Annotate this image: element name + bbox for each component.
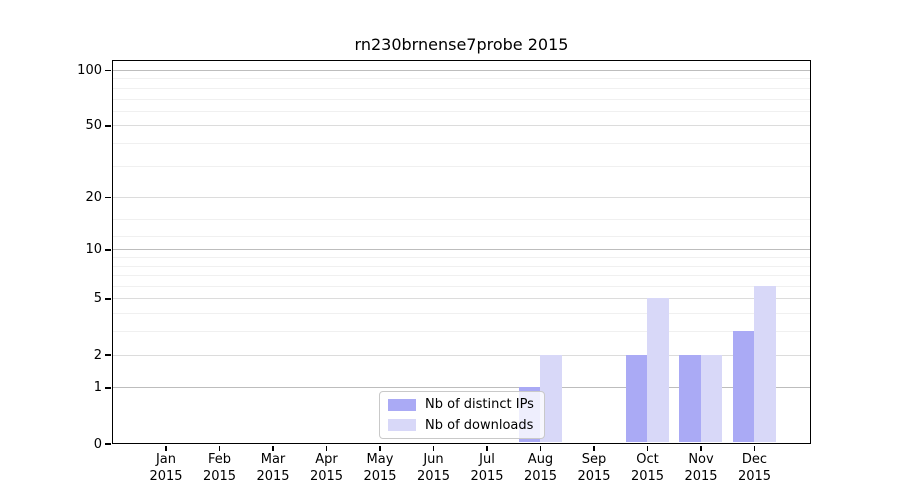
x-tick-label-aug: Aug 2015: [523, 452, 558, 484]
gridline-minor: [113, 142, 810, 144]
gridlines-layer: [113, 61, 810, 443]
gridline-minor: [113, 331, 810, 333]
y-tick-1: [105, 387, 111, 389]
y-tick-10: [105, 249, 111, 251]
x-tick-oct: [646, 445, 649, 451]
legend-swatch-downloads: [388, 419, 416, 432]
legend-swatch-distinct-ips: [388, 398, 416, 411]
gridline-50: [113, 125, 810, 127]
gridline-minor: [113, 219, 810, 221]
y-tick-label-20: 20: [85, 190, 102, 206]
gridline-minor: [113, 78, 810, 80]
legend-label-distinct-ips: Nb of distinct IPs: [425, 397, 534, 413]
y-tick-50: [105, 125, 111, 127]
gridline-minor: [113, 313, 810, 315]
bar-distinct-ips-dec: [732, 331, 754, 442]
y-tick-100: [105, 69, 111, 72]
y-tick-label-1: 1: [93, 380, 102, 396]
x-tick-label-jan: Jan 2015: [149, 452, 183, 484]
legend-item-downloads: Nb of downloads: [388, 417, 536, 435]
chart-title: rn230brnense7probe 2015: [354, 35, 569, 54]
x-tick-label-mar: Mar 2015: [256, 452, 290, 484]
bar-downloads-oct: [647, 298, 669, 442]
x-tick-label-feb: Feb 2015: [202, 452, 237, 484]
x-tick-jul: [486, 445, 488, 451]
x-tick-jan: [165, 445, 167, 451]
gridline-5: [113, 298, 810, 300]
gridline-minor: [113, 265, 810, 267]
y-tick-label-5: 5: [93, 291, 102, 307]
x-tick-jun: [432, 445, 435, 451]
gridline-minor: [113, 286, 810, 288]
gridline-2: [113, 354, 810, 356]
legend: Nb of distinct IPs Nb of downloads: [379, 391, 545, 439]
gridline-minor: [113, 257, 810, 259]
plot-area: [112, 60, 811, 444]
legend-label-downloads: Nb of downloads: [425, 417, 534, 433]
x-tick-label-jul: Jul 2015: [470, 452, 504, 484]
gridline-100: [113, 70, 810, 71]
bar-distinct-ips-oct: [625, 354, 647, 442]
gridline-1: [113, 387, 810, 389]
x-tick-label-may: May 2015: [363, 452, 397, 484]
gridline-minor: [113, 165, 810, 167]
y-tick-label-50: 50: [85, 118, 102, 134]
y-tick-5: [105, 298, 111, 300]
y-tick-2: [105, 354, 111, 356]
gridline-minor: [113, 87, 810, 89]
y-tick-0: [105, 443, 111, 445]
gridline-10: [113, 249, 810, 251]
x-tick-nov: [700, 445, 702, 451]
gridline-20: [113, 197, 810, 199]
y-tick-label-2: 2: [93, 347, 102, 363]
x-tick-apr: [325, 445, 328, 451]
x-tick-label-sep: Sep 2015: [577, 452, 611, 484]
bar-downloads-dec: [754, 286, 776, 442]
gridline-minor: [113, 275, 810, 277]
bar-downloads-aug: [540, 354, 562, 442]
y-tick-label-0: 0: [93, 436, 102, 452]
y-tick-label-10: 10: [85, 242, 102, 258]
x-tick-label-dec: Dec 2015: [737, 452, 772, 484]
bars-layer: [113, 61, 810, 443]
bar-downloads-nov: [700, 354, 722, 442]
x-tick-label-apr: Apr 2015: [309, 452, 344, 484]
gridline-minor: [113, 110, 810, 112]
y-tick-label-100: 100: [77, 63, 102, 78]
x-tick-sep: [593, 445, 595, 451]
y-tick-20: [105, 196, 111, 199]
x-tick-mar: [272, 445, 274, 451]
gridline-minor: [113, 235, 810, 237]
x-tick-feb: [218, 445, 221, 451]
bar-distinct-ips-nov: [679, 354, 701, 442]
x-tick-label-jun: Jun 2015: [416, 452, 451, 484]
legend-item-distinct-ips: Nb of distinct IPs: [388, 396, 536, 414]
x-tick-label-nov: Nov 2015: [684, 452, 718, 484]
x-tick-dec: [753, 445, 756, 451]
x-tick-aug: [539, 445, 542, 451]
gridline-minor: [113, 98, 810, 100]
x-tick-label-oct: Oct 2015: [630, 452, 665, 484]
x-tick-may: [379, 445, 381, 451]
